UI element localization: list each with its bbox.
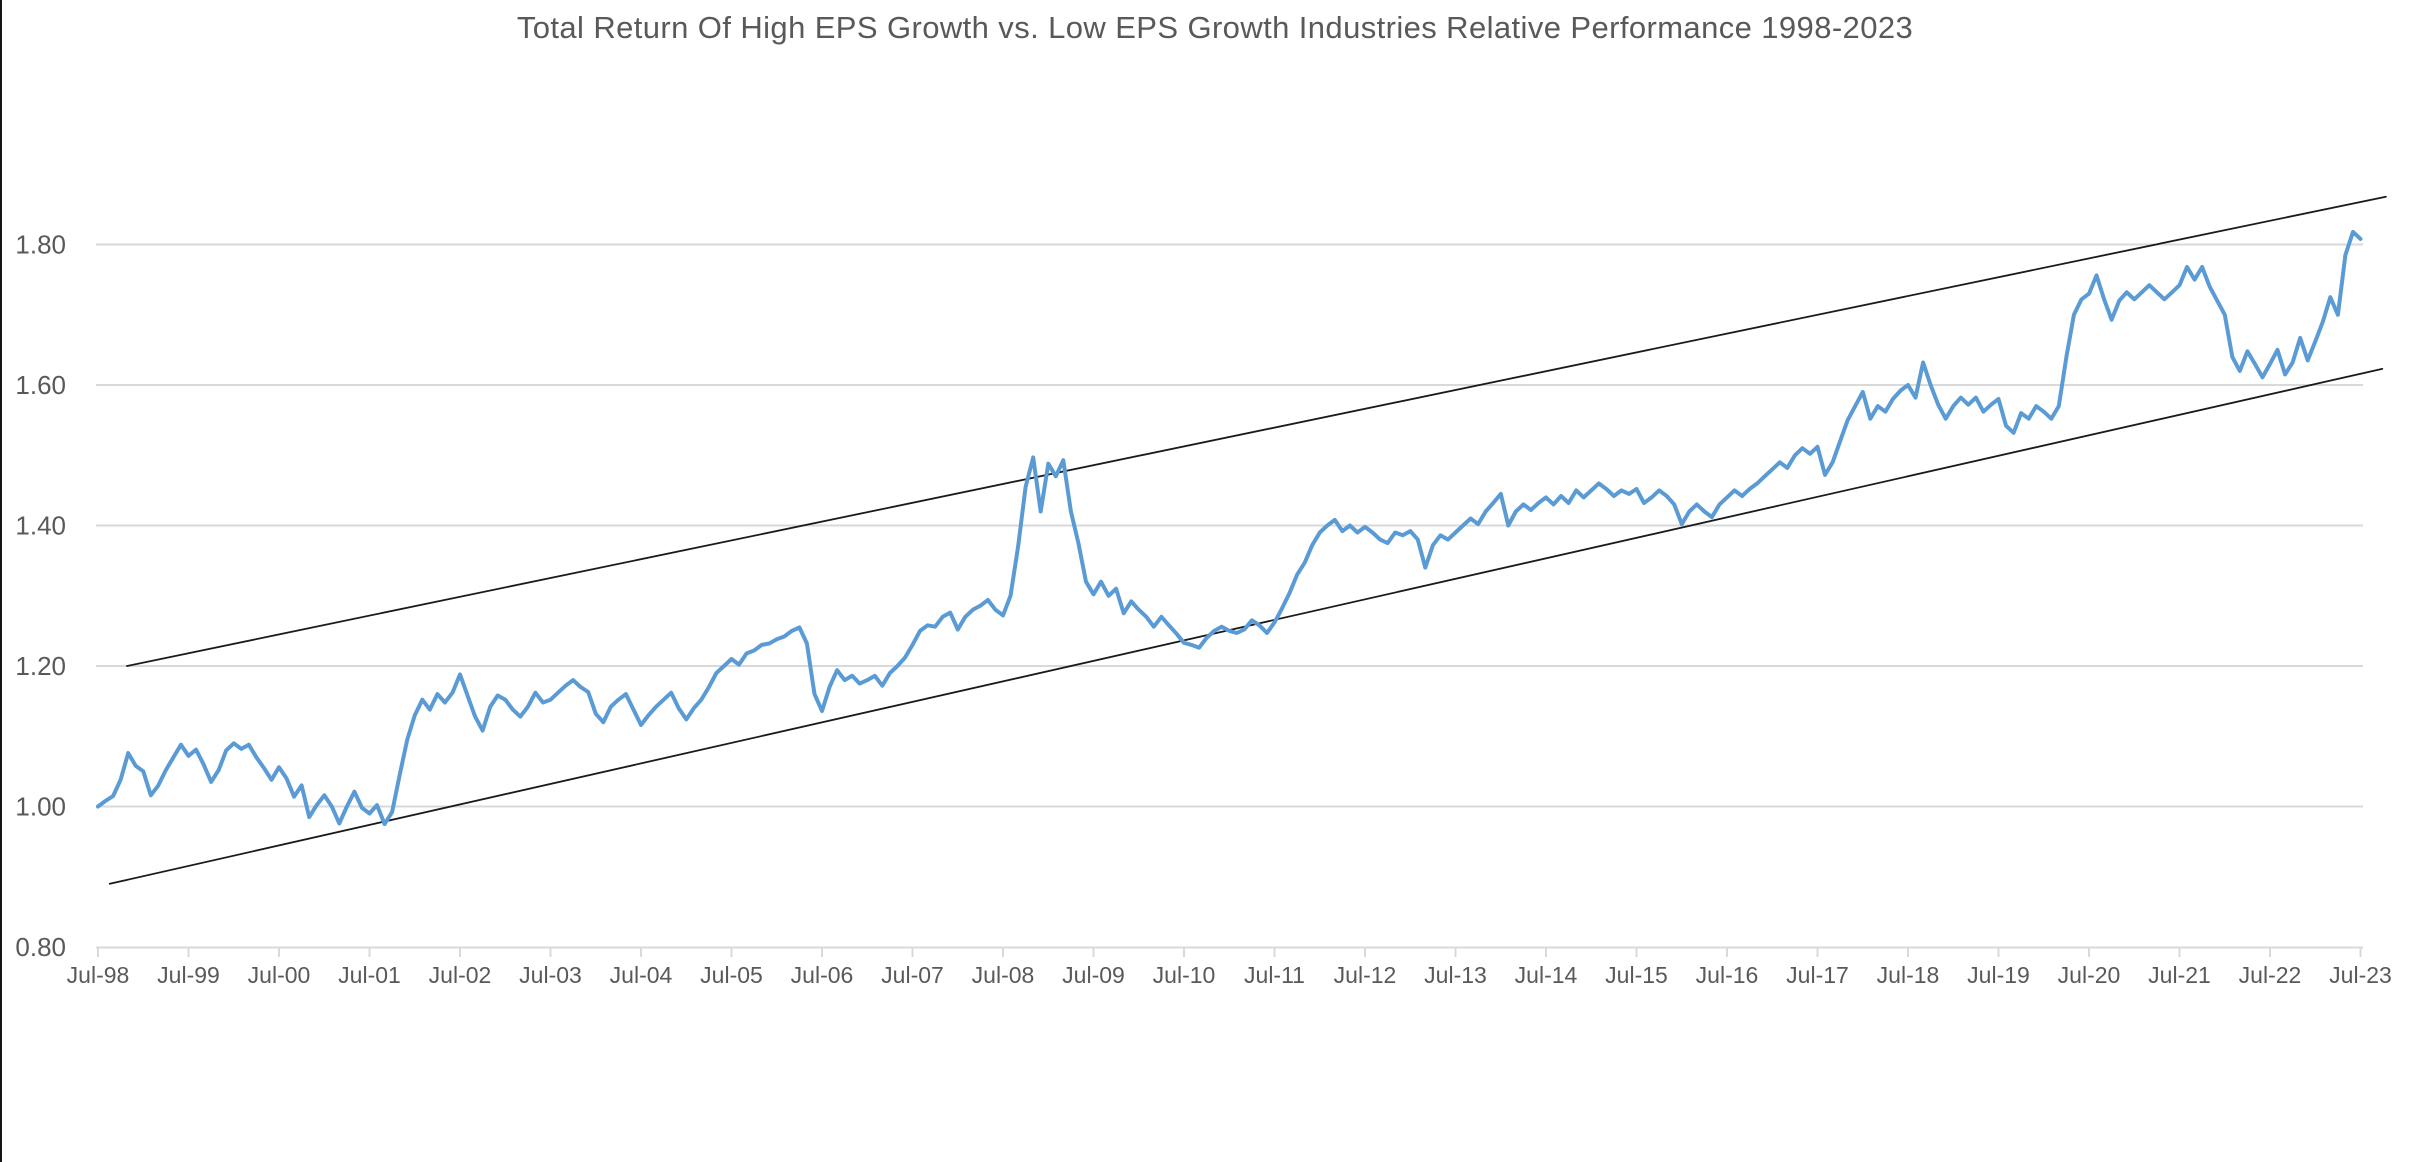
x-tick-label-Jul-99: Jul-99 <box>157 962 220 988</box>
x-tick-label-Jul-19: Jul-19 <box>1967 962 2030 988</box>
y-tick-label-1.00: 1.00 <box>15 792 66 822</box>
x-tick-label-Jul-07: Jul-07 <box>881 962 944 988</box>
x-tick-label-Jul-09: Jul-09 <box>1062 962 1125 988</box>
x-tick-label-Jul-08: Jul-08 <box>972 962 1035 988</box>
x-tick-label-Jul-20: Jul-20 <box>2058 962 2121 988</box>
y-tick-label-1.60: 1.60 <box>15 370 66 400</box>
x-tick-label-Jul-12: Jul-12 <box>1334 962 1397 988</box>
y-tick-label-1.20: 1.20 <box>15 651 66 681</box>
x-tick-label-Jul-98: Jul-98 <box>67 962 130 988</box>
chart-title: Total Return Of High EPS Growth vs. Low … <box>516 10 1914 45</box>
x-tick-label-Jul-14: Jul-14 <box>1515 962 1578 988</box>
x-tick-label-Jul-01: Jul-01 <box>338 962 401 988</box>
y-tick-label-0.80: 0.80 <box>15 932 66 962</box>
upper-channel-line <box>126 195 2387 667</box>
x-tick-label-Jul-18: Jul-18 <box>1877 962 1940 988</box>
x-tick-label-Jul-06: Jul-06 <box>791 962 854 988</box>
x-tick-label-Jul-13: Jul-13 <box>1424 962 1487 988</box>
x-tick-label-Jul-03: Jul-03 <box>519 962 582 988</box>
x-tick-label-Jul-15: Jul-15 <box>1605 962 1668 988</box>
x-tick-label-Jul-17: Jul-17 <box>1786 962 1849 988</box>
x-tick-label-Jul-16: Jul-16 <box>1696 962 1759 988</box>
y-tick-label-1.40: 1.40 <box>15 511 66 541</box>
series-line-high-vs-low-eps-growth-relative-performance <box>96 229 2363 827</box>
x-tick-label-Jul-11: Jul-11 <box>1244 962 1305 988</box>
x-tick-label-Jul-10: Jul-10 <box>1153 962 1216 988</box>
y-tick-label-1.80: 1.80 <box>15 230 66 260</box>
x-tick-label-Jul-02: Jul-02 <box>429 962 492 988</box>
x-tick-label-Jul-21: Jul-21 <box>2148 962 2211 988</box>
x-tick-label-Jul-04: Jul-04 <box>610 962 673 988</box>
x-tick-label-Jul-00: Jul-00 <box>248 962 311 988</box>
x-tick-label-Jul-05: Jul-05 <box>700 962 763 988</box>
x-tick-label-Jul-23: Jul-23 <box>2329 962 2392 988</box>
screenshot-left-border <box>0 0 2 1162</box>
x-tick-label-Jul-22: Jul-22 <box>2239 962 2302 988</box>
